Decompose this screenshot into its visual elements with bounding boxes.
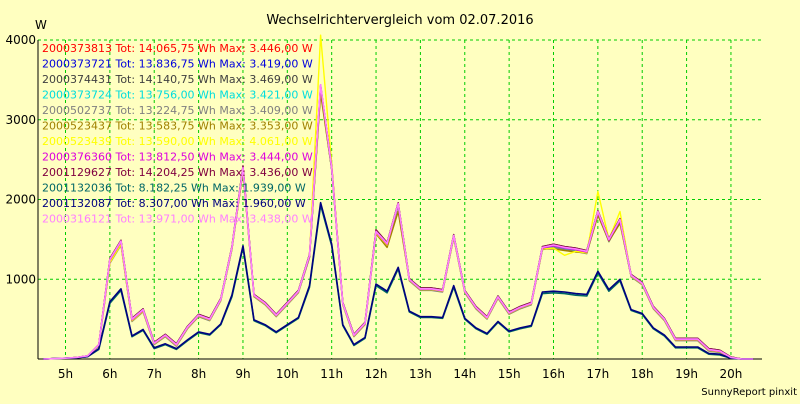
x-tick-label: 20h bbox=[720, 367, 743, 381]
legend-item: 2000523437 Tot: 13.583,75 Wh Max: 3.353,… bbox=[42, 120, 313, 133]
y-tick-label: 2000 bbox=[5, 193, 36, 207]
x-tick-label: 18h bbox=[631, 367, 654, 381]
axes: 5h 6h 7h 8h 9h 10h 11h 12h 13h 14h 15h 16h 17h 18h 19h… bbox=[5, 33, 762, 381]
y-tick-label: 4000 bbox=[5, 33, 36, 47]
legend-item: 2000316121 Tot: 13.971,00 Wh Max: 3.438,… bbox=[42, 213, 313, 226]
x-tick-label: 10h bbox=[276, 367, 299, 381]
series-line bbox=[43, 84, 754, 360]
x-tick-label: 7h bbox=[147, 367, 162, 381]
legend: 2000373813 Tot: 14.065,75 Wh Max: 3.446,… bbox=[42, 42, 313, 226]
legend-item: 2001129627 Tot: 14.204,25 Wh Max: 3.436,… bbox=[42, 166, 313, 179]
legend-item: 2000373724 Tot: 13.756,00 Wh Max: 3.421,… bbox=[42, 89, 313, 102]
footer-credit: SunnyReport pinxit bbox=[701, 387, 797, 398]
legend-item: 2000376360 Tot: 13.812,50 Wh Max: 3.444,… bbox=[42, 151, 313, 164]
x-tick-label: 15h bbox=[498, 367, 521, 381]
y-tick-label: 1000 bbox=[5, 272, 36, 286]
x-tick-label: 8h bbox=[191, 367, 206, 381]
y-tick-label: 3000 bbox=[5, 113, 36, 127]
legend-item: 2000502737 Tot: 13.224,75 Wh Max: 3.409,… bbox=[42, 104, 313, 117]
legend-item: 2000374431 Tot: 14.140,75 Wh Max: 3.469,… bbox=[42, 73, 313, 86]
x-tick-label: 14h bbox=[453, 367, 476, 381]
grid bbox=[38, 39, 762, 359]
legend-item: 2001132036 Tot: 8.182,25 Wh Max: 1.939,0… bbox=[42, 182, 306, 195]
x-tick-label: 6h bbox=[102, 367, 117, 381]
x-tick-label: 13h bbox=[409, 367, 432, 381]
legend-item: 2000523439 Tot: 13.590,00 Wh Max: 4.061,… bbox=[42, 135, 313, 148]
x-tick-label: 11h bbox=[320, 367, 343, 381]
x-tick-label: 16h bbox=[542, 367, 565, 381]
x-tick-label: 5h bbox=[58, 367, 73, 381]
series-lines bbox=[43, 34, 754, 360]
legend-item: 2000373813 Tot: 14.065,75 Wh Max: 3.446,… bbox=[42, 42, 313, 55]
x-tick-label: 9h bbox=[235, 367, 250, 381]
series-line bbox=[43, 201, 754, 360]
x-tick-label: 17h bbox=[586, 367, 609, 381]
chart-title: Wechselrichtervergleich vom 02.07.2016 bbox=[266, 13, 533, 28]
legend-item: 2000373721 Tot: 13.836,75 Wh Max: 3.419,… bbox=[42, 58, 313, 71]
x-tick-label: 19h bbox=[675, 367, 698, 381]
x-tick-label: 12h bbox=[365, 367, 388, 381]
legend-item: 2001132087 Tot: 8.307,00 Wh Max: 1.960,0… bbox=[42, 197, 306, 210]
y-axis-label: W bbox=[35, 18, 47, 32]
